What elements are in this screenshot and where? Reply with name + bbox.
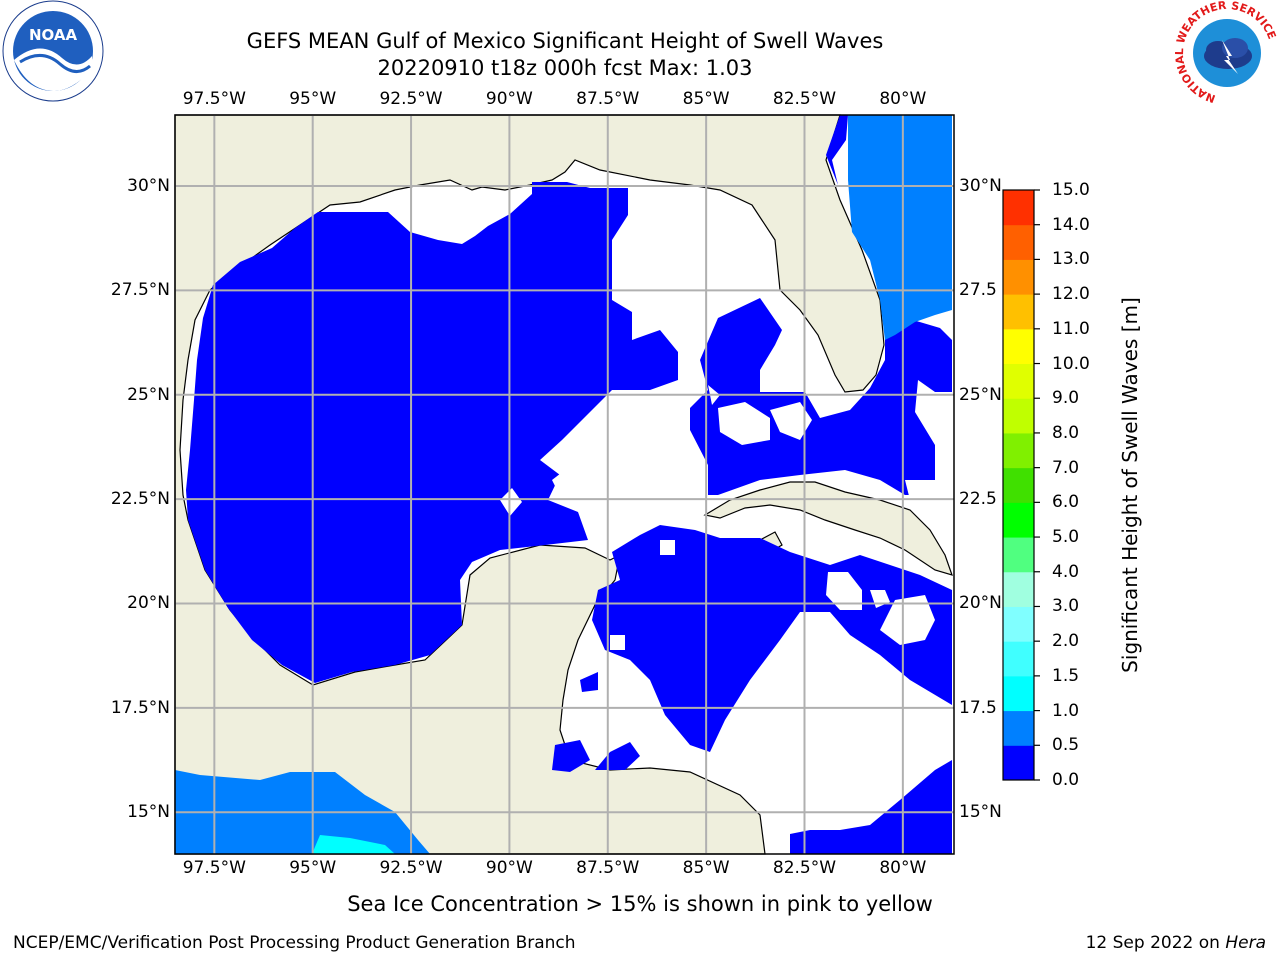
lon-tick-label-bottom: 95°W <box>289 858 337 878</box>
swell-height-0-0p5-region <box>186 115 952 854</box>
colorbar-tick-label: 8.0 <box>1052 422 1080 443</box>
lon-tick-label-top: 90°W <box>485 89 533 109</box>
colorbar-tick-label: 3.0 <box>1052 596 1080 617</box>
sea-ice-note: Sea Ice Concentration > 15% is shown in … <box>347 892 933 916</box>
colorbar-tick-label: 14.0 <box>1052 214 1090 235</box>
lat-tick-label-right: 27.5 <box>959 280 997 301</box>
lat-tick-label-right: 30°N <box>959 175 1002 196</box>
lat-tick-label-left: 30°N <box>127 175 170 196</box>
colorbar-tick-label: 5.0 <box>1052 527 1080 548</box>
colorbar-tick-label: 0.0 <box>1052 770 1080 790</box>
colorbar-tick-label: 6.0 <box>1052 492 1080 513</box>
colorbar-tick-label: 1.5 <box>1052 665 1080 686</box>
colorbar-tick-label: 9.0 <box>1052 388 1080 409</box>
lon-tick-label-bottom: 82.5°W <box>772 858 837 878</box>
lon-tick-label-bottom: 90°W <box>485 858 533 878</box>
lat-tick-label-left: 17.5°N <box>110 697 170 718</box>
colorbar-tick-label: 7.0 <box>1052 457 1080 478</box>
lon-tick-label-bottom: 97.5°W <box>182 858 246 878</box>
lat-lon-gridlines <box>175 115 954 854</box>
no-data-patch <box>500 385 935 650</box>
lon-tick-label-top: 85°W <box>682 89 730 109</box>
colorbar-tick-label: 13.0 <box>1052 249 1090 270</box>
no-data-patch <box>552 470 575 496</box>
lat-tick-label-right: 17.5 <box>959 697 997 718</box>
lon-tick-label-bottom: 85°W <box>682 858 730 878</box>
colorbar-tick-label: 4.0 <box>1052 561 1080 582</box>
lat-tick-label-right: 25°N <box>959 384 1002 405</box>
swell-height-1p0-1p5-region <box>312 835 395 854</box>
lat-tick-label-right: 20°N <box>959 593 1002 614</box>
footer-host: Hera <box>1225 933 1266 953</box>
map-frame <box>174 114 955 855</box>
lat-tick-label-right: 15°N <box>959 802 1002 823</box>
noaa-logo-text: NOAA <box>29 26 78 44</box>
lat-tick-label-right: 22.5 <box>959 489 997 510</box>
chart-subtitle: 20220910 t18z 000h fcst Max: 1.03 <box>377 56 753 80</box>
lon-tick-label-top: 82.5°W <box>772 89 837 109</box>
nws-logo-icon: NATIONAL WEATHER SERVICE <box>1173 0 1279 105</box>
colorbar-tick-label: 11.0 <box>1052 318 1090 339</box>
lat-tick-label-left: 22.5°N <box>110 489 170 510</box>
lon-tick-label-top: 87.5°W <box>576 89 640 109</box>
lat-tick-label-left: 20°N <box>127 593 170 614</box>
lon-tick-label-top: 80°W <box>879 89 927 109</box>
lat-tick-label-left: 15°N <box>127 802 170 823</box>
lon-tick-label-bottom: 92.5°W <box>379 858 443 878</box>
colorbar-tick-label: 2.0 <box>1052 631 1080 652</box>
chart-title: GEFS MEAN Gulf of Mexico Significant Hei… <box>246 29 884 53</box>
lon-tick-label-bottom: 80°W <box>879 858 927 878</box>
colorbar-tick-label: 12.0 <box>1052 284 1090 305</box>
colorbar-tick-label: 10.0 <box>1052 353 1090 374</box>
colorbar-label: Significant Height of Swell Waves [m] <box>1118 297 1142 673</box>
footer-credit: NCEP/EMC/Verification Post Processing Pr… <box>13 933 576 953</box>
lon-tick-label-top: 92.5°W <box>379 89 443 109</box>
footer-date: 12 Sep 2022 on Hera <box>1086 932 1266 954</box>
colorbar-tick-label: 15.0 <box>1052 180 1090 200</box>
noaa-logo-icon: NOAA <box>2 0 104 102</box>
lon-tick-label-bottom: 87.5°W <box>576 858 640 878</box>
lon-tick-label-top: 97.5°W <box>182 89 246 109</box>
lon-tick-label-top: 95°W <box>289 89 337 109</box>
colorbar-tick-label: 0.5 <box>1052 735 1080 756</box>
footer-date-text: 12 Sep 2022 on <box>1085 933 1226 953</box>
lat-tick-label-left: 25°N <box>127 384 170 405</box>
lat-tick-label-left: 27.5°N <box>110 280 170 301</box>
colorbar-tick-label: 1.0 <box>1052 700 1080 721</box>
